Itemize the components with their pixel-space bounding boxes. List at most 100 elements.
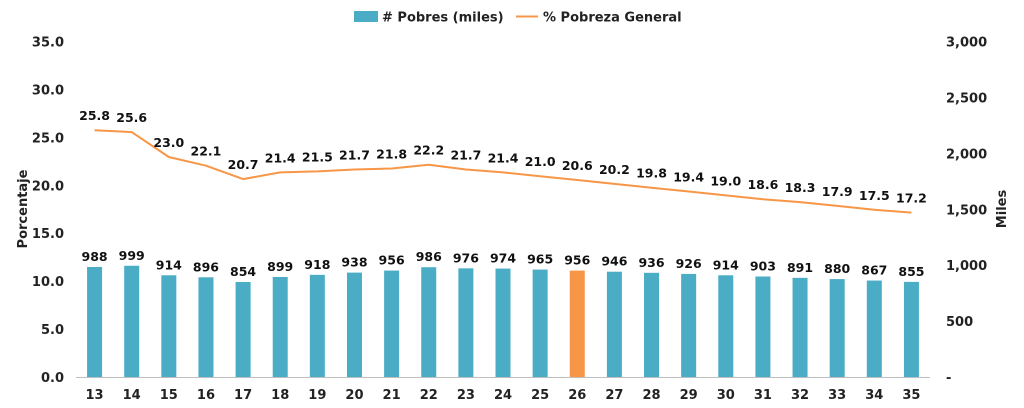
x-tick-label: 14	[123, 388, 141, 403]
bar-data-label: 867	[861, 263, 887, 278]
right-tick-label: 500	[946, 315, 973, 330]
x-tick-label: 20	[345, 388, 363, 403]
right-tick-label: 2,000	[946, 147, 987, 162]
x-tick-label: 21	[383, 388, 401, 403]
bar-data-label: 855	[898, 264, 924, 279]
bar-data-label: 956	[379, 253, 405, 268]
bar-data-label: 946	[601, 254, 627, 269]
bar	[569, 270, 585, 378]
x-tick-label: 24	[494, 388, 512, 403]
bar	[644, 272, 660, 378]
left-axis-title: Porcentaje	[16, 169, 31, 248]
bar	[903, 281, 919, 378]
bar-data-label: 986	[416, 249, 442, 264]
line-data-label: 19.4	[673, 170, 704, 185]
right-axis-ticks: - 500 1,000 1,500 2,000 2,500 3,000	[946, 36, 987, 387]
line-data-label: 20.2	[599, 162, 630, 177]
bar	[235, 281, 251, 378]
left-tick-label: 25.0	[32, 131, 64, 146]
x-tick-label: 30	[717, 388, 735, 403]
x-tick-label: 32	[791, 388, 809, 403]
legend: # Pobres (miles) % Pobreza General	[354, 11, 682, 26]
left-tick-label: 10.0	[32, 275, 64, 290]
right-tick-label: 1,500	[946, 203, 987, 218]
line-data-label: 18.6	[747, 177, 778, 192]
x-tick-label: 18	[271, 388, 289, 403]
bar-data-label: 926	[676, 256, 702, 271]
x-tick-label: 25	[531, 388, 549, 403]
line-path	[94, 129, 912, 214]
legend-bar-swatch	[354, 11, 378, 22]
line-data-label: 21.4	[265, 150, 296, 165]
bar	[421, 267, 437, 378]
bar	[161, 275, 177, 378]
line-data-label: 21.0	[525, 154, 556, 169]
bar-data-label: 891	[787, 260, 813, 275]
x-tick-label: 15	[160, 388, 178, 403]
left-tick-label: 15.0	[32, 227, 64, 242]
line-data-label: 21.7	[450, 147, 481, 162]
bar-data-label: 896	[193, 259, 219, 274]
left-tick-label: 5.0	[41, 323, 64, 338]
left-tick-label: 35.0	[32, 36, 64, 51]
bar	[532, 269, 548, 378]
line-data-label: 17.9	[822, 184, 853, 199]
bar-data-label: 999	[119, 248, 145, 263]
x-tick-label: 31	[754, 388, 772, 403]
bar	[866, 280, 882, 378]
right-axis-title: Miles	[995, 190, 1010, 229]
legend-bar-label: # Pobres (miles)	[382, 11, 504, 26]
line-series	[94, 129, 912, 214]
right-tick-label: 3,000	[946, 36, 987, 51]
bar-data-label: 914	[713, 257, 739, 272]
bar-data-label: 880	[824, 261, 850, 276]
bar	[495, 268, 511, 378]
x-tick-label: 34	[865, 388, 883, 403]
bar	[87, 267, 103, 378]
x-tick-label: 35	[902, 388, 920, 403]
line-data-label: 19.8	[636, 166, 667, 181]
x-axis-ticks: 13 14 15 16 17 18 19 20 21 22 23 24 25 26 27 28 29 30 31 32…	[86, 388, 921, 403]
left-tick-label: 0.0	[41, 371, 64, 386]
bar-data-label: 988	[82, 249, 108, 264]
x-tick-label: 29	[680, 388, 698, 403]
x-tick-label: 26	[568, 388, 586, 403]
bar-data-label: 914	[156, 257, 182, 272]
bar	[829, 279, 845, 378]
x-tick-label: 16	[197, 388, 215, 403]
line-data-labels: 25.8 25.6 23.0 22.1 20.7 21.4 21.5 21.7 21.8 22.2…	[79, 108, 927, 205]
line-data-label: 22.2	[413, 143, 444, 158]
bar	[124, 265, 140, 378]
bar-data-label: 965	[527, 252, 553, 267]
bar	[272, 276, 288, 378]
line-data-label: 25.6	[116, 110, 147, 125]
left-tick-label: 20.0	[32, 179, 64, 194]
bar-data-label: 899	[267, 259, 293, 274]
x-tick-label: 23	[457, 388, 475, 403]
x-tick-label: 13	[86, 388, 104, 403]
bar	[755, 276, 771, 378]
bar	[718, 275, 734, 378]
bar-data-label: 956	[564, 253, 590, 268]
bar	[198, 277, 214, 378]
line-data-label: 17.5	[859, 188, 890, 203]
left-axis-ticks: 0.0 5.0 10.0 15.0 20.0 25.0 30.0 35.0	[32, 36, 64, 387]
line-data-label: 20.7	[228, 157, 259, 172]
legend-line-label: % Pobreza General	[543, 11, 682, 26]
bar-data-label: 903	[750, 259, 776, 274]
line-data-label: 21.5	[302, 149, 333, 164]
bar	[606, 271, 622, 378]
line-data-label: 18.3	[785, 180, 816, 195]
right-tick-label: 2,500	[946, 91, 987, 106]
x-tick-label: 19	[308, 388, 326, 403]
right-tick-label: 1,000	[946, 259, 987, 274]
bar	[458, 268, 474, 378]
bar-series	[87, 265, 919, 378]
line-data-label: 21.8	[376, 147, 407, 162]
line-data-label: 25.8	[79, 108, 110, 123]
line-data-label: 19.0	[710, 173, 741, 188]
left-tick-label: 30.0	[32, 83, 64, 98]
x-tick-label: 27	[605, 388, 623, 403]
right-tick-label: -	[946, 371, 951, 386]
